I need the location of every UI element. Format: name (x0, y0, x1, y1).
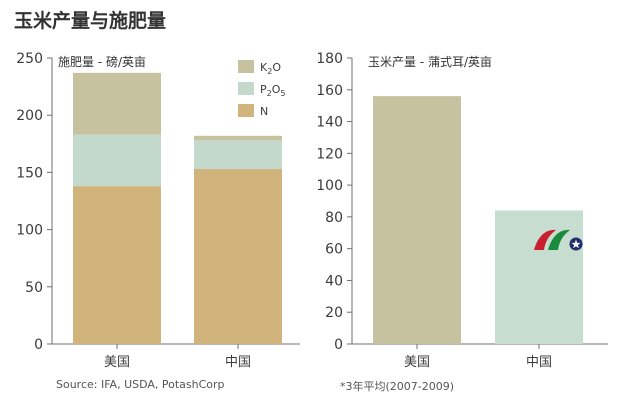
y-tick-label: 250 (16, 51, 43, 67)
y-tick-label: 160 (318, 83, 343, 99)
legend-swatch-P2O5 (238, 82, 254, 95)
y-tick-label: 150 (16, 165, 43, 181)
x-tick-label: 中国 (526, 355, 552, 370)
corn-yield-chart: 0 20 40 60 80 100 120 140 160 180 玉米产量 - 蒲式耳/英亩美国 中… (316, 40, 625, 370)
x-tick-label: 中国 (225, 355, 251, 370)
legend-label-N: N (260, 105, 268, 118)
x-tick-label: 美国 (104, 355, 130, 370)
bar-yield-1 (495, 210, 583, 344)
legend-swatch-N (238, 104, 254, 117)
bar-N-1 (194, 168, 282, 344)
y-tick-label: 100 (318, 178, 343, 194)
dragon-logo-icon (532, 226, 586, 254)
bar-yield-0 (373, 96, 461, 344)
legend-label-K2O: K2O (260, 61, 281, 76)
y-tick-label: 0 (334, 337, 343, 353)
fertilizer-chart: 0 50 100 150 200 250 施肥量 - 磅/英亩美国 中国 K2O P2O5 N (0, 40, 310, 370)
legend-swatch-K2O (238, 60, 254, 73)
source-note: Source: IFA, USDA, PotashCorp (56, 378, 225, 391)
footnote: *3年平均(2007-2009) (340, 380, 455, 393)
y-tick-label: 0 (34, 337, 43, 353)
bar-K2O-1 (194, 135, 282, 141)
x-tick-label: 美国 (404, 355, 430, 370)
y-tick-label: 100 (16, 223, 43, 239)
y-tick-label: 50 (25, 280, 43, 296)
y-tick-label: 120 (318, 146, 343, 162)
bar-P2O5-0 (73, 134, 161, 187)
y-tick-label: 40 (325, 273, 343, 289)
y-tick-label: 140 (318, 115, 343, 131)
y-axis-label: 施肥量 - 磅/英亩 (58, 54, 146, 69)
y-tick-label: 180 (318, 51, 343, 67)
legend-label-P2O5: P2O5 (260, 83, 286, 98)
bar-K2O-0 (73, 72, 161, 135)
y-tick-label: 80 (325, 210, 343, 226)
y-tick-label: 60 (325, 242, 343, 258)
y-tick-label: 200 (16, 108, 43, 124)
y-tick-label: 20 (325, 305, 343, 321)
chart-title: 玉米产量与施肥量 (14, 10, 167, 32)
bar-N-0 (73, 186, 161, 344)
bar-P2O5-1 (194, 140, 282, 169)
y-axis-label: 玉米产量 - 蒲式耳/英亩 (368, 54, 492, 69)
